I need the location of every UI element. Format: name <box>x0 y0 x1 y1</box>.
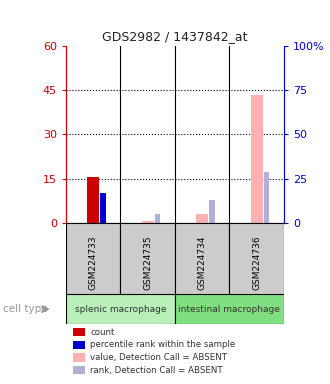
Text: splenic macrophage: splenic macrophage <box>75 305 166 314</box>
Text: intestinal macrophage: intestinal macrophage <box>179 305 280 314</box>
Text: count: count <box>90 328 115 337</box>
Text: rank, Detection Call = ABSENT: rank, Detection Call = ABSENT <box>90 366 223 375</box>
Text: GSM224736: GSM224736 <box>252 235 261 290</box>
Bar <box>209 200 214 223</box>
Title: GDS2982 / 1437842_at: GDS2982 / 1437842_at <box>102 30 248 43</box>
Bar <box>175 294 284 324</box>
Bar <box>66 294 175 324</box>
Text: GSM224735: GSM224735 <box>143 235 152 290</box>
Text: value, Detection Call = ABSENT: value, Detection Call = ABSENT <box>90 353 227 362</box>
Bar <box>250 94 263 223</box>
Bar <box>175 223 229 294</box>
Text: GSM224734: GSM224734 <box>198 235 207 290</box>
Text: percentile rank within the sample: percentile rank within the sample <box>90 340 235 349</box>
Bar <box>155 214 160 223</box>
Bar <box>196 214 208 223</box>
Bar <box>229 223 284 294</box>
Bar <box>100 193 106 223</box>
Bar <box>120 223 175 294</box>
Bar <box>66 223 120 294</box>
Text: GSM224733: GSM224733 <box>89 235 98 290</box>
Bar <box>142 221 154 223</box>
Bar <box>264 172 269 223</box>
Text: cell type: cell type <box>3 304 48 314</box>
Bar <box>87 177 99 223</box>
